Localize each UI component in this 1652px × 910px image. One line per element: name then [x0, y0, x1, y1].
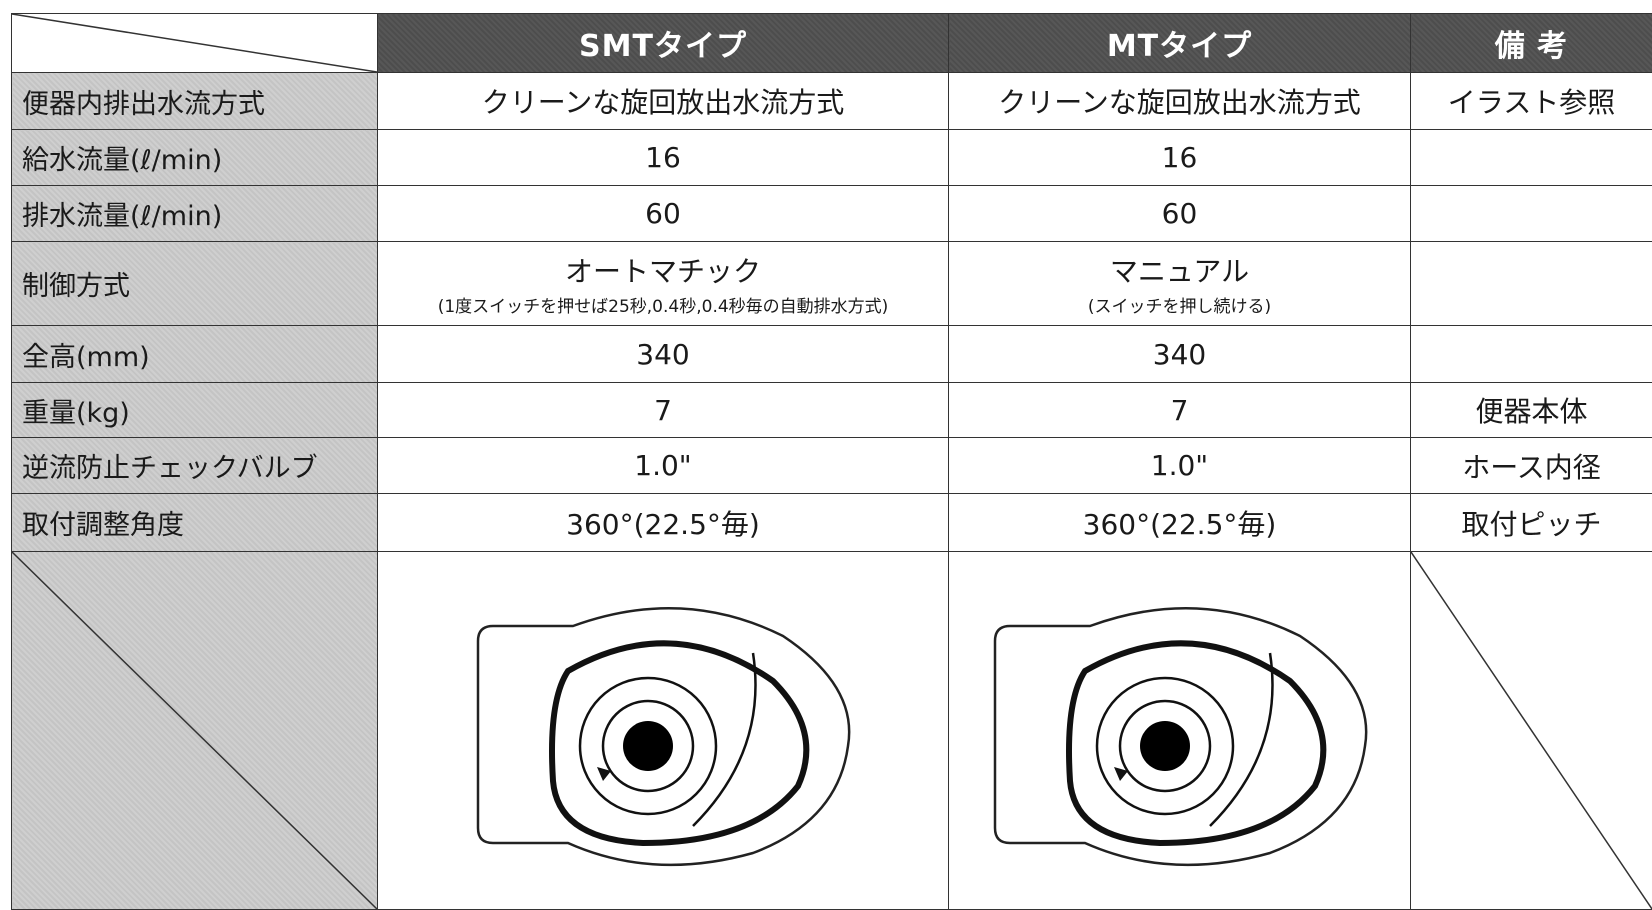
cell-text: 60 [1162, 197, 1198, 230]
cell-subtext: (スイッチを押し続ける) [949, 292, 1410, 317]
column-header: MTタイプ [949, 14, 1411, 73]
cell: 340 [378, 326, 949, 383]
table-body: 便器内排出水流方式 クリーンな旋回放出水流方式 クリーンな旋回放出水流方式 イラスト参… [12, 73, 1652, 910]
cell-text: 340 [636, 338, 689, 371]
row-label: 便器内排出水流方式 [12, 73, 378, 130]
illustration-cell [378, 552, 949, 910]
table-row: 重量(kg) 7 7 便器本体 [12, 383, 1652, 438]
note-cell [1411, 326, 1652, 383]
note-text: 便器本体 [1475, 395, 1587, 428]
table-row: 排水流量(ℓ/min) 60 60 [12, 186, 1652, 242]
cell: 60 [949, 186, 1411, 242]
table-wrap: SMTタイプ MTタイプ 備 考 便器内排出水流方式 クリーンな旋回放出水流方式 ク… [11, 13, 1652, 910]
cell-text: 340 [1153, 338, 1206, 371]
cell: クリーンな旋回放出水流方式 [378, 73, 949, 130]
note-text: 取付ピッチ [1461, 508, 1601, 541]
row-label: 排水流量(ℓ/min) [12, 186, 378, 242]
diagonal [12, 552, 377, 909]
note-cell [1411, 186, 1652, 242]
illustration-row [12, 552, 1652, 910]
table-row: 逆流防止チェックバルブ 1.0" 1.0" ホース内径 [12, 438, 1652, 494]
note-cell: 取付ピッチ [1411, 494, 1652, 552]
row-label: 重量(kg) [12, 383, 378, 438]
note-cell [1411, 130, 1652, 186]
cell-text: 1.0" [1151, 449, 1208, 482]
note-text: イラスト参照 [1448, 86, 1615, 119]
row-label: 全高(mm) [12, 326, 378, 383]
cell-text: 16 [1162, 141, 1198, 174]
table-row: 給水流量(ℓ/min) 16 16 [12, 130, 1652, 186]
table-row: 取付調整角度 360°(22.5°毎) 360°(22.5°毎) 取付ピッチ [12, 494, 1652, 552]
cell-text: クリーンな旋回放出水流方式 [998, 86, 1361, 119]
empty-cell [1411, 552, 1652, 910]
cell: 7 [378, 383, 949, 438]
row-label: 逆流防止チェックバルブ [12, 438, 378, 494]
note-cell: イラスト参照 [1411, 73, 1652, 130]
empty-cell [12, 552, 378, 910]
cell: 360°(22.5°毎) [378, 494, 949, 552]
note-cell [1411, 242, 1652, 326]
cell-text: 7 [654, 394, 672, 427]
cell: オートマチック (1度スイッチを押せば25秒,0.4秒,0.4秒毎の自動排水方式) [378, 242, 949, 326]
cell: 1.0" [949, 438, 1411, 494]
diagonal [12, 14, 377, 72]
note-cell: 便器本体 [1411, 383, 1652, 438]
cell-text: 60 [645, 197, 681, 230]
note-cell: ホース内径 [1411, 438, 1652, 494]
cell: マニュアル (スイッチを押し続ける) [949, 242, 1411, 326]
note-text: ホース内径 [1462, 451, 1601, 484]
illustration-cell [949, 552, 1411, 910]
cell-text: オートマチック [565, 255, 761, 288]
cell: 360°(22.5°毎) [949, 494, 1411, 552]
table-row: 制御方式 オートマチック (1度スイッチを押せば25秒,0.4秒,0.4秒毎の自動排… [12, 242, 1652, 326]
corner-cell [12, 14, 378, 73]
cell-text: 360°(22.5°毎) [1083, 508, 1277, 541]
column-header: 備 考 [1411, 14, 1652, 73]
toilet-illustration [453, 581, 873, 881]
column-header: SMTタイプ [378, 14, 949, 73]
cell-text: マニュアル [1110, 255, 1249, 288]
cell-text: クリーンな旋回放出水流方式 [482, 86, 845, 119]
cell: 7 [949, 383, 1411, 438]
cell-text: 1.0" [634, 449, 691, 482]
cell: 340 [949, 326, 1411, 383]
row-label: 給水流量(ℓ/min) [12, 130, 378, 186]
row-label: 制御方式 [12, 242, 378, 326]
cell-text: 7 [1171, 394, 1189, 427]
spec-table: SMTタイプ MTタイプ 備 考 便器内排出水流方式 クリーンな旋回放出水流方式 ク… [11, 13, 1652, 910]
cell-text: 360°(22.5°毎) [566, 508, 760, 541]
cell-text: 16 [645, 141, 681, 174]
header-row: SMTタイプ MTタイプ 備 考 [12, 14, 1652, 73]
cell: 60 [378, 186, 949, 242]
table-row: 全高(mm) 340 340 [12, 326, 1652, 383]
cell: 16 [378, 130, 949, 186]
row-label: 取付調整角度 [12, 494, 378, 552]
cell: 16 [949, 130, 1411, 186]
cell-subtext: (1度スイッチを押せば25秒,0.4秒,0.4秒毎の自動排水方式) [378, 292, 948, 317]
diagonal [1411, 552, 1652, 909]
table-row: 便器内排出水流方式 クリーンな旋回放出水流方式 クリーンな旋回放出水流方式 イラスト参… [12, 73, 1652, 130]
cell: クリーンな旋回放出水流方式 [949, 73, 1411, 130]
cell: 1.0" [378, 438, 949, 494]
toilet-illustration [970, 581, 1390, 881]
